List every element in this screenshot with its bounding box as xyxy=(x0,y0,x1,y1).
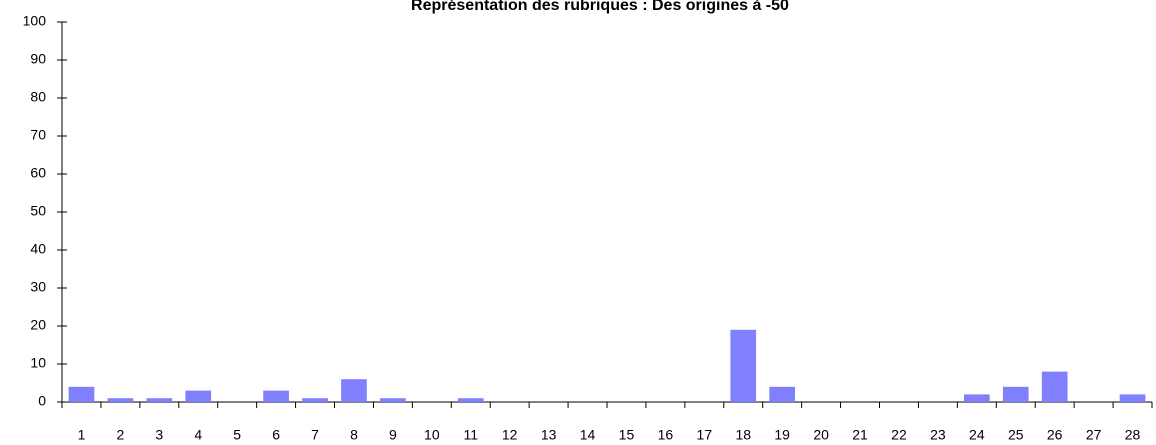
x-tick-label: 16 xyxy=(658,427,674,443)
bar xyxy=(1002,386,1029,402)
y-tick-label: 50 xyxy=(30,203,46,219)
x-tick-label: 4 xyxy=(194,427,202,443)
y-tick-label: 20 xyxy=(30,317,46,333)
bar xyxy=(380,398,406,402)
bar xyxy=(730,329,757,402)
bar xyxy=(341,379,367,402)
x-tick-label: 19 xyxy=(774,427,790,443)
x-tick-label: 2 xyxy=(116,427,124,443)
x-tick-label: 21 xyxy=(852,427,868,443)
x-tick-label: 13 xyxy=(541,427,557,443)
x-tick-label: 15 xyxy=(619,427,635,443)
y-tick-label: 40 xyxy=(30,241,46,257)
x-tick-label: 3 xyxy=(155,427,163,443)
y-tick-label: 60 xyxy=(30,165,46,181)
x-tick-label: 12 xyxy=(502,427,518,443)
x-tick-label: 27 xyxy=(1086,427,1102,443)
bar xyxy=(302,398,328,402)
x-tick-label: 14 xyxy=(580,427,596,443)
bar xyxy=(1119,394,1146,402)
chart-title: Représentation des rubriques : Des origi… xyxy=(411,0,789,14)
y-tick-label: 30 xyxy=(30,279,46,295)
bar xyxy=(457,398,484,402)
bar xyxy=(68,386,95,402)
x-tick-label: 25 xyxy=(1008,427,1024,443)
x-tick-label: 18 xyxy=(735,427,751,443)
x-tick-label: 22 xyxy=(891,427,907,443)
x-tick-label: 1 xyxy=(78,427,86,443)
y-tick-label: 70 xyxy=(30,127,46,143)
bar xyxy=(185,390,212,402)
x-tick-label: 28 xyxy=(1125,427,1141,443)
x-tick-label: 6 xyxy=(272,427,280,443)
x-tick-label: 5 xyxy=(233,427,241,443)
y-tick-label: 10 xyxy=(30,355,46,371)
x-tick-label: 23 xyxy=(930,427,946,443)
x-tick-label: 7 xyxy=(311,427,319,443)
x-tick-label: 26 xyxy=(1047,427,1063,443)
y-tick-label: 0 xyxy=(38,393,46,409)
x-tick-label: 8 xyxy=(350,427,358,443)
x-tick-label: 24 xyxy=(969,427,985,443)
x-tick-label: 20 xyxy=(813,427,829,443)
bar xyxy=(107,398,134,402)
x-tick-label: 9 xyxy=(389,427,397,443)
bar xyxy=(963,394,990,402)
y-tick-label: 100 xyxy=(23,13,47,29)
bar xyxy=(1041,371,1068,402)
bar xyxy=(263,390,289,402)
x-tick-label: 17 xyxy=(697,427,713,443)
y-tick-label: 80 xyxy=(30,89,46,105)
bar xyxy=(146,398,173,402)
bar xyxy=(769,386,796,402)
x-tick-label: 11 xyxy=(463,427,478,443)
x-tick-label: 10 xyxy=(424,427,440,443)
y-tick-label: 90 xyxy=(30,51,46,67)
